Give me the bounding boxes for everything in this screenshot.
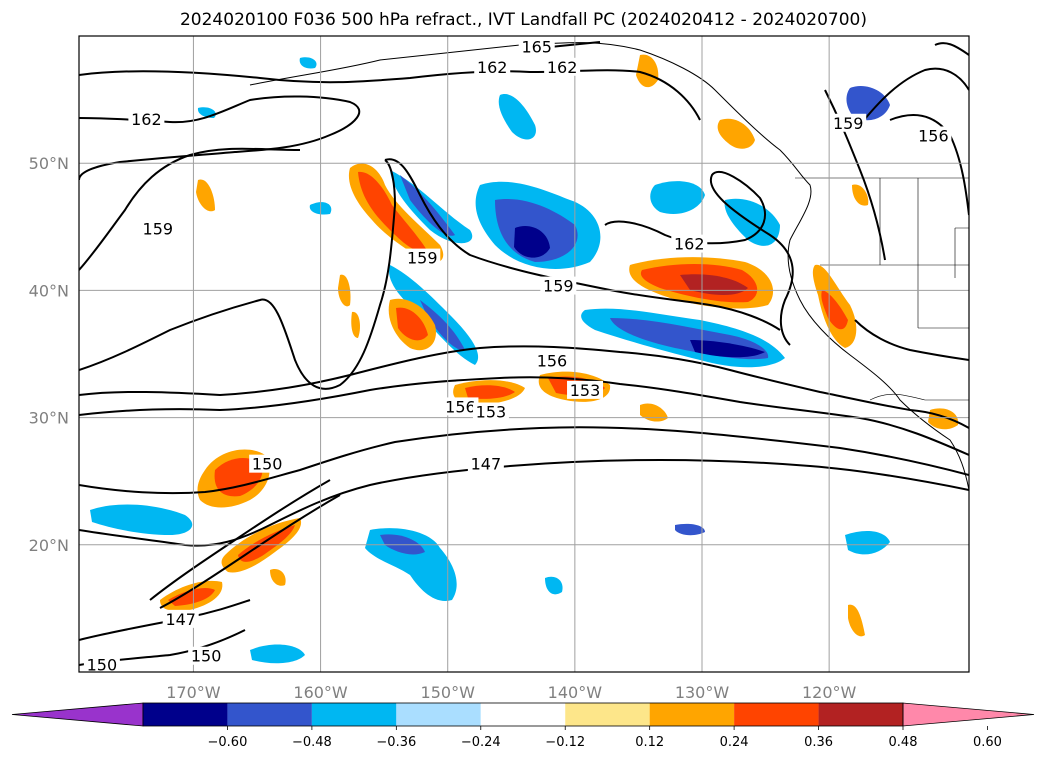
- contour-label: 150: [252, 455, 283, 474]
- lat-tick-label: 50°N: [29, 154, 69, 173]
- contour-label: 162: [131, 110, 162, 129]
- colorbar-segment: [734, 703, 819, 726]
- refractivity-anomaly-fill: [90, 54, 959, 664]
- contour-label: 162: [477, 58, 508, 77]
- contour-label: 159: [407, 249, 438, 268]
- contour-label: 153: [570, 381, 601, 400]
- contour-label-bg: [442, 397, 479, 416]
- contour-label-bg: [139, 219, 176, 238]
- contour-label-bg: [518, 37, 555, 56]
- contour-label-bg: [567, 380, 604, 399]
- lon-tick-label: 170°W: [166, 683, 221, 702]
- contour-label-bg: [544, 57, 581, 76]
- contour-label: 159: [143, 219, 174, 238]
- contour-label: 147: [165, 610, 196, 629]
- colorbar-tick-label: −0.24: [461, 735, 501, 750]
- contour-label-bg: [830, 113, 867, 132]
- colorbar-tick-label: 0.36: [804, 735, 833, 750]
- contour-label: 162: [674, 235, 705, 254]
- colorbar-segment: [649, 703, 735, 726]
- contour-label: 156: [918, 126, 949, 145]
- contour-label-bg: [128, 109, 165, 128]
- colorbar-segment: [396, 703, 481, 726]
- contour-label-bg: [540, 276, 577, 295]
- colorbar-tick-label: 0.12: [635, 735, 664, 750]
- colorbar-extend-high: [902, 702, 1035, 727]
- colorbar-tick-label: 0.60: [973, 735, 1002, 750]
- contour-label: 162: [547, 58, 578, 77]
- contour-label-bg: [162, 609, 199, 628]
- lon-tick-label: 130°W: [675, 683, 730, 702]
- colorbar: −0.60 −0.48 −0.36 −0.24 −0.12 0.12 0.24 0.36 0.4…: [11, 702, 1035, 750]
- lon-tick-label: 150°W: [421, 683, 476, 702]
- latitude-tick-labels: 20°N 30°N 40°N 50°N: [29, 154, 69, 555]
- colorbar-extend-low: [11, 702, 144, 727]
- lon-tick-label: 120°W: [802, 683, 857, 702]
- contour-label-bg: [533, 351, 570, 370]
- contour-label-bg: [472, 402, 509, 421]
- contour-label-bg: [404, 248, 441, 267]
- contour-label: 156: [537, 352, 568, 371]
- contour-label: 159: [833, 114, 864, 133]
- colorbar-tick-label: −0.12: [545, 735, 585, 750]
- colorbar-tick-label: 0.24: [720, 735, 749, 750]
- map-frame: [78, 35, 970, 673]
- contour-label-bg: [915, 126, 952, 145]
- colorbar-tick-label: −0.48: [292, 735, 332, 750]
- contour-label: 147: [471, 455, 502, 474]
- colorbar-segment: [480, 703, 566, 726]
- colorbar-segment: [143, 703, 228, 726]
- colorbar-tick-label: 0.48: [889, 735, 918, 750]
- map-title: 2024020100 F036 500 hPa refract., IVT La…: [179, 10, 867, 30]
- colorbar-segment: [311, 703, 397, 726]
- contour-label-bg: [83, 655, 120, 674]
- lon-tick-label: 140°W: [548, 683, 603, 702]
- lat-tick-label: 30°N: [29, 409, 69, 428]
- contour-label-bg: [467, 454, 504, 473]
- colorbar-segment: [227, 703, 312, 726]
- contour-label: 150: [87, 656, 118, 675]
- contour-label-bg: [188, 646, 225, 665]
- colorbar-segment: [565, 703, 650, 726]
- lat-tick-label: 20°N: [29, 536, 69, 555]
- contour-label: 153: [476, 403, 507, 422]
- contour-label-bg: [474, 57, 511, 76]
- colorbar-frame: [142, 702, 904, 727]
- contour-label: 165: [521, 37, 552, 56]
- contour-label: 156: [445, 397, 476, 416]
- lat-tick-label: 40°N: [29, 281, 69, 300]
- map-gridlines: [79, 36, 969, 672]
- colorbar-tick-label: −0.60: [208, 735, 248, 750]
- colorbar-tick-label: −0.36: [376, 735, 416, 750]
- lon-tick-label: 160°W: [293, 683, 348, 702]
- colorbar-segment: [818, 703, 903, 726]
- contour-label-bg: [671, 234, 708, 253]
- contour-label: 159: [543, 277, 574, 296]
- longitude-tick-labels: 170°W 160°W 150°W 140°W 130°W 120°W: [166, 683, 856, 702]
- contour-label-bg: [249, 454, 286, 473]
- contour-label: 150: [191, 647, 222, 666]
